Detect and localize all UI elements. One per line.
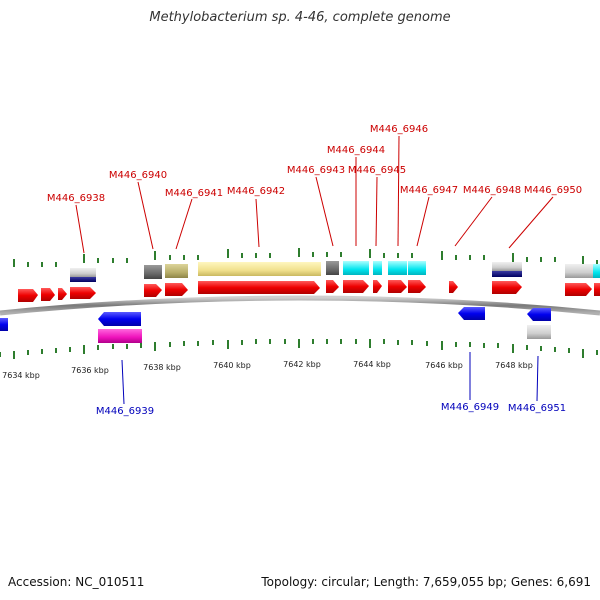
gene-label[interactable]: M446_6947 [400, 185, 458, 196]
kbp-label: 7634 kbp [2, 371, 40, 380]
forward-gene-arrow-6941[interactable] [165, 283, 188, 296]
forward-gene-arrow[interactable] [41, 288, 55, 301]
forward-gene-arrow-6947[interactable] [408, 280, 426, 293]
feature-box-gray[interactable] [527, 325, 551, 339]
map-title: Methylobacterium sp. 4-46, complete geno… [149, 10, 451, 25]
gene-label[interactable]: M446_6951 [508, 403, 566, 414]
feature-box-cyan[interactable] [388, 261, 407, 275]
feature-box-cyan[interactable] [373, 261, 382, 275]
forward-feature-track [70, 261, 600, 282]
forward-gene-arrow-6950[interactable] [492, 281, 522, 294]
feature-box-magenta[interactable] [98, 329, 142, 343]
feature-box-gray[interactable] [492, 262, 522, 271]
reverse-genes [0, 307, 551, 343]
feature-box-navy[interactable] [70, 277, 96, 282]
forward-gene-arrow-6943[interactable] [326, 280, 339, 293]
forward-gene-arrow-6946[interactable] [388, 280, 407, 293]
gene-label[interactable]: M446_6944 [327, 145, 385, 156]
kbp-label: 7636 kbp [71, 366, 109, 375]
forward-gene-arrow[interactable] [18, 289, 38, 302]
forward-gene-arrow-6942[interactable] [198, 281, 320, 294]
kbp-axis-labels: 7634 kbp 7636 kbp 7638 kbp 7640 kbp 7642… [2, 360, 533, 380]
forward-gene-arrow[interactable] [565, 283, 592, 296]
reverse-gene-arrow-6939[interactable] [98, 312, 141, 326]
feature-box-gray[interactable] [565, 264, 593, 278]
reverse-gene-labels: M446_6939 M446_6949 M446_6951 [96, 402, 566, 417]
forward-gene-labels: M446_6938 M446_6940 M446_6941 M446_6942 … [47, 124, 582, 204]
forward-genes [18, 280, 600, 302]
reverse-gene-arrow[interactable] [0, 318, 8, 331]
kbp-label: 7640 kbp [213, 361, 251, 370]
forward-gene-arrow-6938[interactable] [70, 287, 96, 299]
kbp-label: 7638 kbp [143, 363, 181, 372]
forward-gene-arrow-6945[interactable] [373, 280, 382, 293]
forward-gene-arrow-6940[interactable] [144, 284, 162, 297]
forward-gene-arrow[interactable] [58, 288, 67, 300]
kbp-label: 7642 kbp [283, 360, 321, 369]
gene-label[interactable]: M446_6943 [287, 165, 345, 176]
gene-label[interactable]: M446_6941 [165, 188, 223, 199]
reverse-tick-marks [0, 339, 598, 359]
kbp-label: 7644 kbp [353, 360, 391, 369]
gene-label[interactable]: M446_6942 [227, 186, 285, 197]
gene-label[interactable]: M446_6946 [370, 124, 428, 135]
feature-box-dark-gray[interactable] [144, 265, 162, 279]
reverse-label-leaders [121, 352, 539, 405]
forward-gene-arrow-6944[interactable] [343, 280, 369, 293]
gene-label[interactable]: M446_6940 [109, 170, 167, 181]
feature-box-navy[interactable] [492, 271, 522, 277]
reverse-gene-arrow-6951[interactable] [527, 308, 551, 321]
accession-text: Accession: NC_010511 [8, 575, 145, 589]
gene-label[interactable]: M446_6945 [348, 165, 406, 176]
feature-box-olive[interactable] [165, 264, 188, 278]
reverse-gene-arrow-6949[interactable] [458, 307, 485, 320]
kbp-label: 7646 kbp [425, 361, 463, 370]
gene-label[interactable]: M446_6950 [524, 185, 582, 196]
kbp-label: 7648 kbp [495, 361, 533, 370]
gene-label[interactable]: M446_6939 [96, 406, 154, 417]
forward-label-leaders [75, 135, 554, 254]
feature-box-gray[interactable] [70, 268, 96, 277]
forward-gene-arrow-6948[interactable] [449, 281, 458, 293]
feature-box-cyan[interactable] [343, 261, 369, 275]
feature-box-cyan[interactable] [408, 261, 426, 275]
forward-gene-arrow[interactable] [594, 283, 600, 296]
feature-box-cyan[interactable] [593, 264, 600, 278]
genome-backbone [0, 295, 600, 316]
gene-label[interactable]: M446_6948 [463, 185, 521, 196]
feature-box-dark-gray[interactable] [326, 261, 339, 275]
feature-box-khaki[interactable] [198, 262, 321, 276]
forward-tick-marks [13, 248, 598, 267]
gene-label[interactable]: M446_6949 [441, 402, 499, 413]
gene-label[interactable]: M446_6938 [47, 193, 105, 204]
genome-summary-text: Topology: circular; Length: 7,659,055 bp… [261, 575, 591, 589]
